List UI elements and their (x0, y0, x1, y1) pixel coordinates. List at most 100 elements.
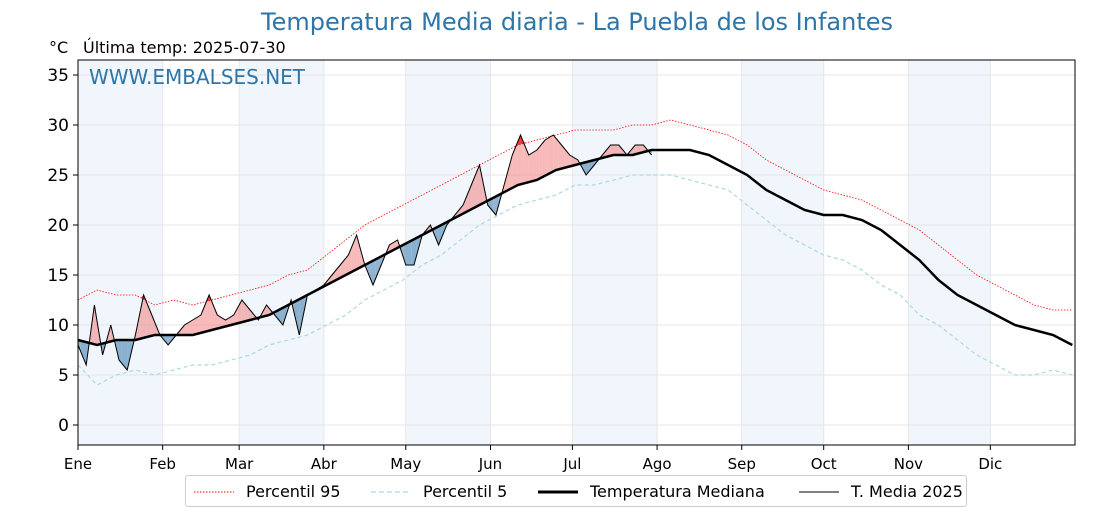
fill-above-median (605, 148, 608, 158)
month-band (78, 60, 163, 445)
fill-below-median (121, 340, 125, 367)
fill-above-median (217, 315, 221, 329)
x-tick-label: Jul (562, 455, 581, 473)
x-tick-label: Nov (894, 455, 923, 473)
fill-above-median (187, 321, 190, 335)
fill-below-median (301, 296, 305, 322)
x-tick-label: Ago (643, 455, 672, 473)
fill-above-median (351, 241, 354, 273)
fill-above-median (94, 305, 98, 345)
fill-above-median (149, 308, 152, 337)
fill-above-median (539, 143, 543, 179)
fill-above-median (209, 295, 212, 331)
fill-above-median (211, 301, 215, 330)
fill-above-median (203, 301, 207, 333)
fill-above-median (471, 178, 475, 210)
fill-below-median (405, 242, 409, 265)
fill-above-median (340, 261, 343, 278)
fill-below-median (293, 300, 297, 324)
fill-above-median (222, 318, 226, 328)
month-band (741, 60, 824, 445)
fill-above-median (515, 141, 518, 187)
fill-above-median (476, 165, 480, 207)
fill-above-median (528, 153, 532, 183)
legend-label-p5: Percentil 5 (423, 482, 508, 501)
legend-label-p95: Percentil 95 (246, 482, 341, 501)
fill-above-median (616, 145, 619, 155)
fill-below-median (165, 335, 169, 345)
x-tick-label: Feb (149, 455, 176, 473)
fill-above-median (637, 145, 641, 154)
fill-above-median (536, 146, 540, 180)
grid-lines (77, 60, 1075, 445)
legend: Percentil 95 Percentil 5 Temperatura Med… (185, 475, 967, 507)
fill-above-median (553, 135, 557, 172)
y-tick-label: 5 (58, 366, 69, 386)
fill-above-median (621, 148, 625, 155)
y-tick-label: 25 (47, 166, 69, 186)
fill-below-median (124, 340, 128, 370)
fill-below-median (591, 160, 595, 169)
fill-above-median (531, 151, 535, 182)
fill-above-median (564, 148, 567, 168)
fill-above-median (244, 303, 248, 322)
fill-below-median (367, 262, 371, 279)
fill-below-median (280, 307, 283, 325)
fill-below-median (168, 335, 171, 345)
fill-above-median (506, 165, 510, 191)
x-tick-label: Sep (728, 455, 756, 473)
fill-below-median (416, 236, 420, 255)
fill-above-median (569, 155, 573, 167)
chart-title: Temperatura Media diaria - La Puebla de … (260, 8, 894, 36)
fill-above-median (195, 316, 199, 335)
fill-above-median (91, 305, 95, 345)
fill-below-median (583, 162, 587, 175)
fill-above-median (523, 141, 526, 184)
fill-above-median (512, 148, 516, 188)
fill-above-median (558, 141, 562, 170)
series-lines (77, 119, 1073, 386)
fill-above-median (179, 328, 182, 335)
fill-below-median (378, 256, 382, 272)
fill-above-median (572, 156, 576, 166)
fill-above-median (613, 145, 617, 155)
fill-above-median (463, 198, 466, 214)
fill-above-median (545, 138, 548, 176)
x-tick-label: May (390, 455, 421, 473)
fill-above-median (230, 315, 234, 325)
y-tick-label: 35 (47, 66, 69, 86)
fill-above-median (482, 178, 485, 204)
fill-above-median (345, 255, 349, 275)
legend-label-median: Temperatura Mediana (590, 482, 765, 501)
month-band (405, 60, 491, 445)
fill-above-median (342, 258, 346, 277)
fill-above-median (610, 145, 614, 156)
y-tick-label: 30 (47, 116, 69, 136)
fill-below-median (413, 237, 417, 265)
fill-above-median (143, 295, 147, 338)
month-band (572, 60, 658, 445)
fill-above-median (635, 145, 638, 155)
fill-above-median (337, 265, 341, 280)
fill-above-median (225, 318, 229, 327)
fill-above-median (198, 315, 201, 334)
fill-above-median (566, 151, 570, 168)
fill-above-median (517, 135, 521, 185)
fill-below-median (282, 306, 286, 325)
fill-above-median (547, 136, 551, 175)
fill-above-median (247, 306, 251, 321)
fill-above-median (561, 145, 565, 169)
series-line-p5 (77, 174, 1073, 386)
fill-above-median (146, 301, 150, 338)
fill-above-median (263, 305, 267, 317)
fill-above-median (525, 148, 529, 183)
x-tick-label: Oct (811, 455, 837, 473)
axis-ticks: 0 5 10 15 20 25 30 35 Ene Feb Mar Abr May Jun Jul Ago Se… (47, 66, 1002, 473)
fill-above-median (348, 248, 352, 274)
fill-below-median (435, 226, 439, 245)
fill-above-median (468, 185, 472, 211)
fill-above-median (618, 145, 622, 155)
fill-above-median (192, 318, 196, 335)
fill-above-median (542, 140, 546, 178)
fill-above-median (154, 321, 158, 335)
